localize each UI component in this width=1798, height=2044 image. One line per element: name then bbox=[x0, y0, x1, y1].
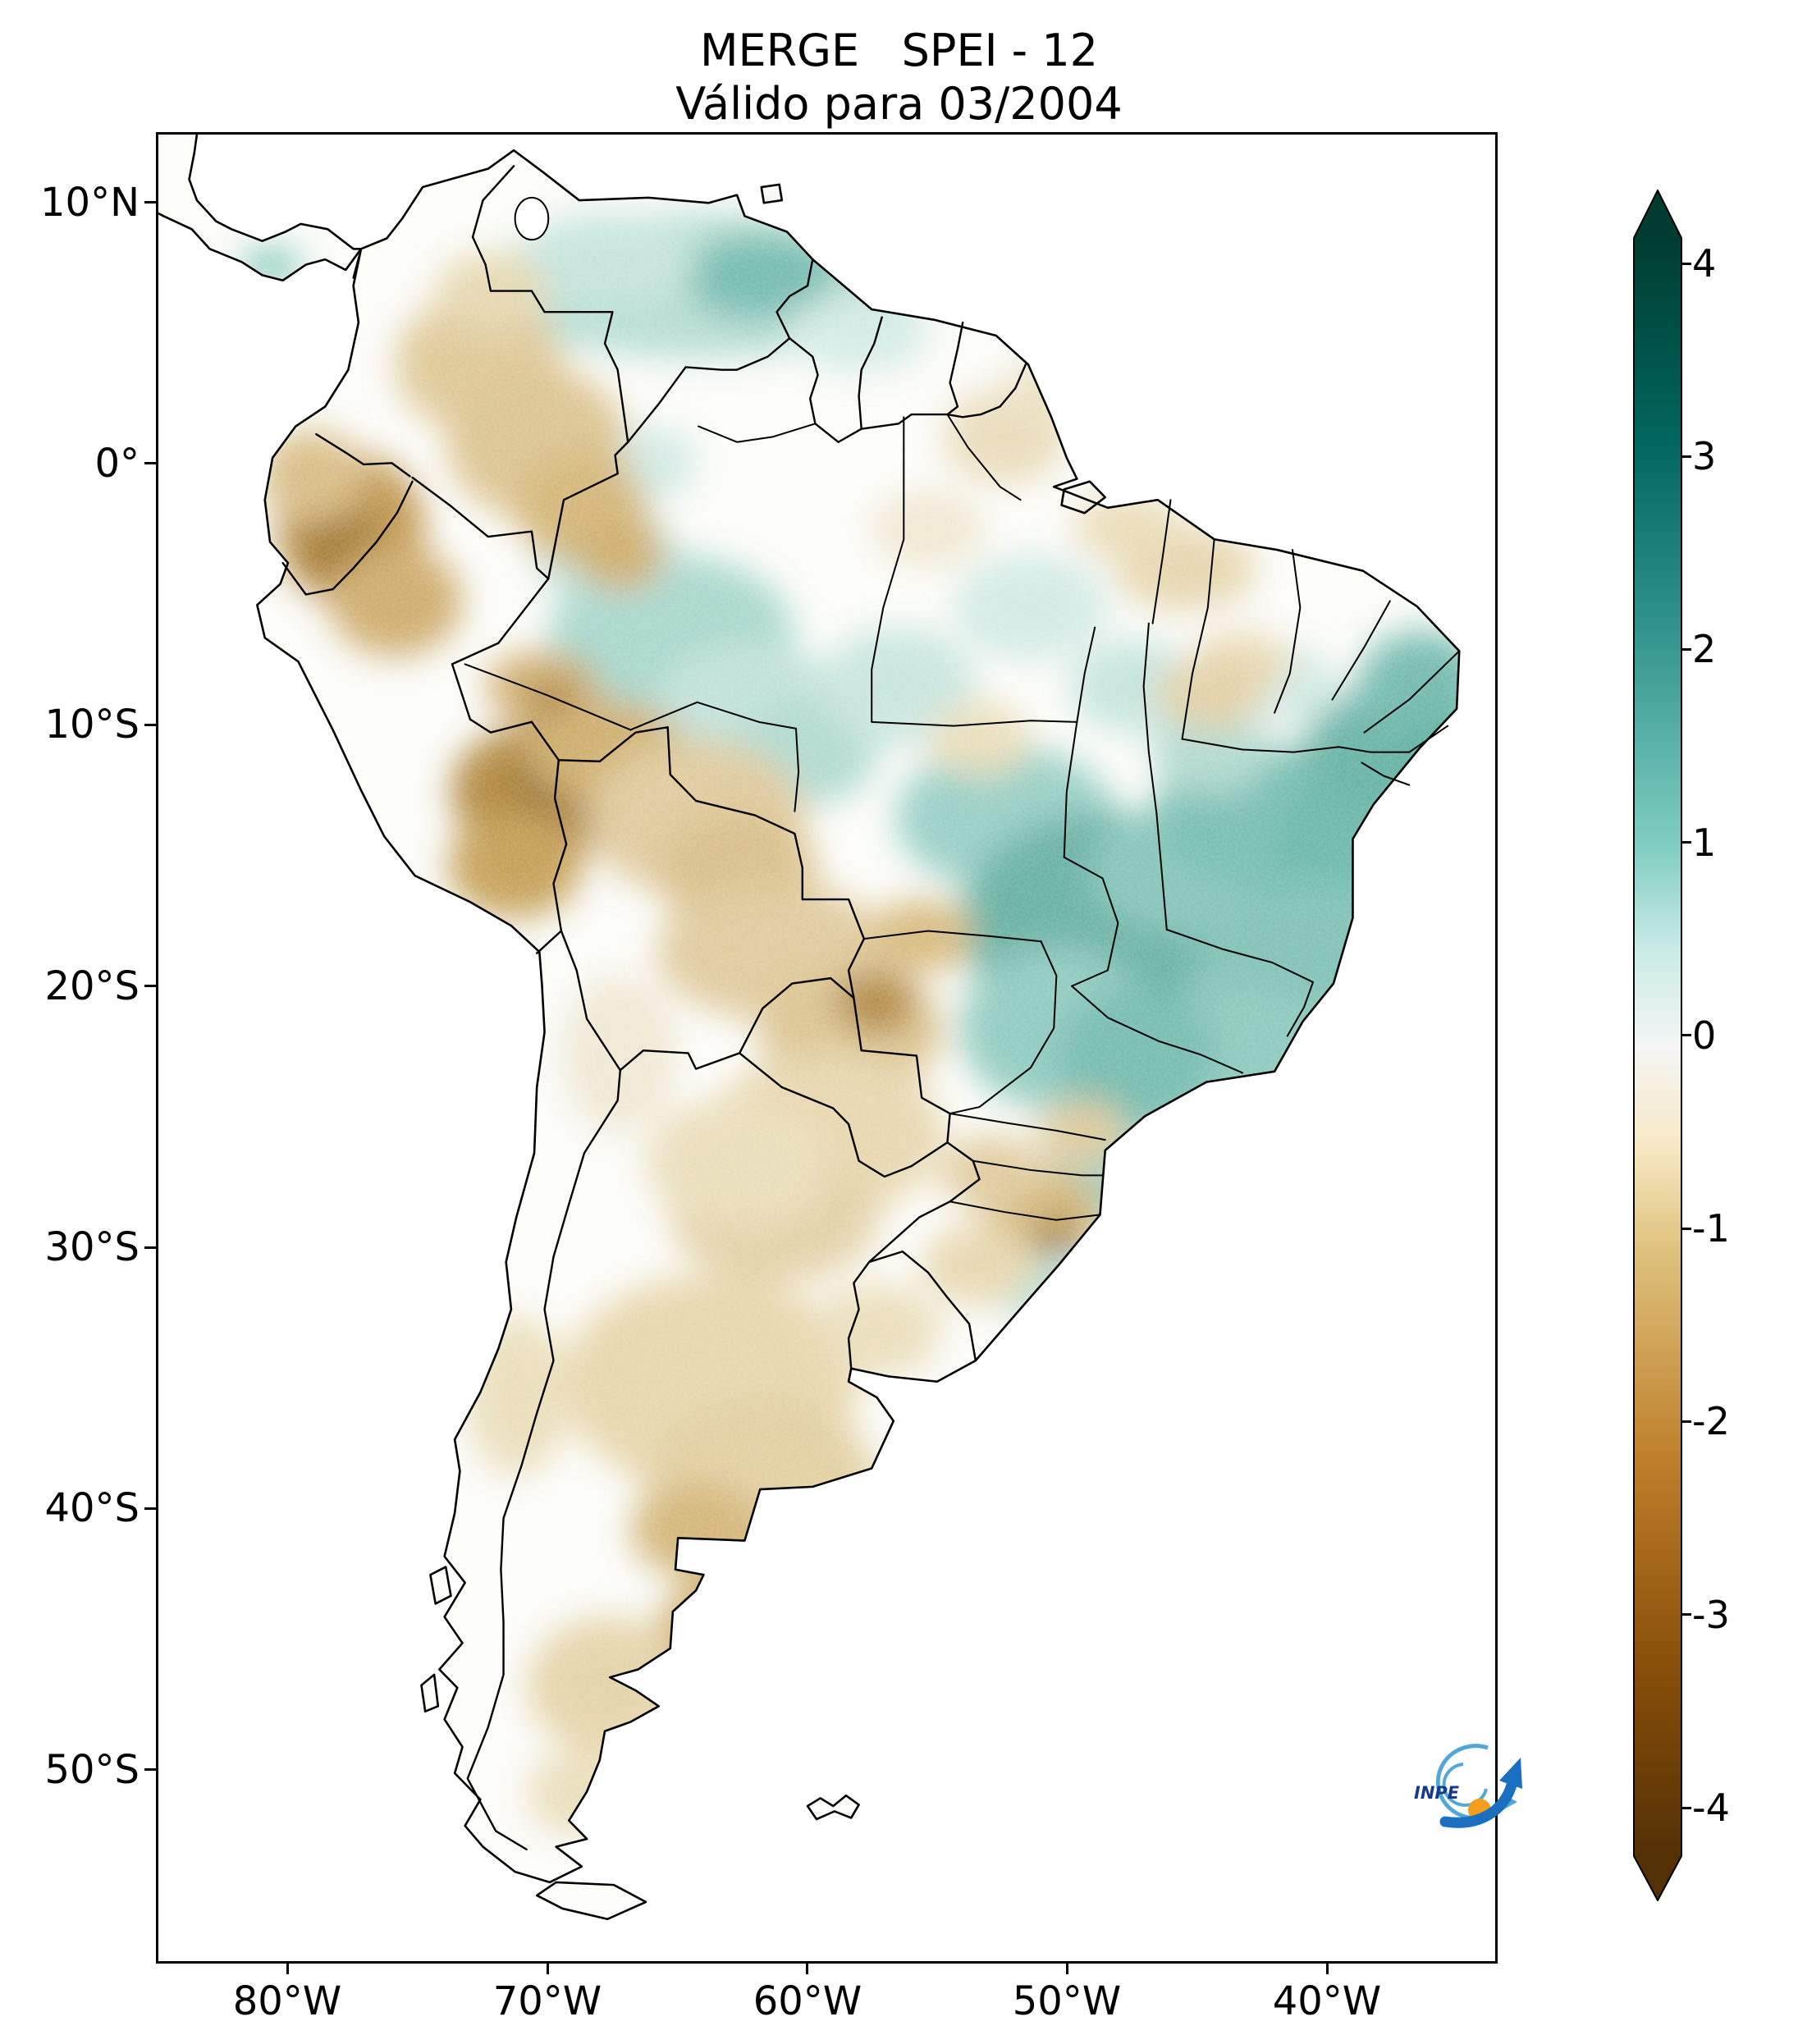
x-tick-label: 60°W bbox=[753, 1978, 862, 2024]
y-tick-mark bbox=[144, 1507, 157, 1510]
y-tick-mark bbox=[144, 985, 157, 987]
y-tick-mark bbox=[144, 201, 157, 203]
spei-raster-field bbox=[158, 135, 1460, 1919]
x-tick-mark bbox=[547, 1962, 549, 1974]
y-tick-label: 50°S bbox=[44, 1747, 140, 1793]
x-tick-label: 40°W bbox=[1272, 1978, 1382, 2024]
colorbar-gradient bbox=[1633, 190, 1682, 1901]
lake-maracaibo bbox=[515, 198, 549, 240]
x-tick-label: 80°W bbox=[232, 1978, 342, 2024]
colorbar-tick-mark bbox=[1681, 1613, 1691, 1616]
colorbar-tick-label: 2 bbox=[1692, 627, 1717, 671]
coastlines bbox=[158, 135, 1459, 1919]
logo-arrow-body bbox=[1439, 1776, 1518, 1828]
y-tick-label: 30°S bbox=[44, 1224, 140, 1270]
colorbar-tick-mark bbox=[1681, 263, 1691, 265]
colorbar-tick-label: 1 bbox=[1692, 821, 1717, 865]
x-tick-mark bbox=[286, 1962, 289, 1974]
colorbar-tick-label: 0 bbox=[1692, 1013, 1717, 1058]
south-america-spei-map bbox=[158, 135, 1495, 1961]
x-tick-label: 50°W bbox=[1012, 1978, 1122, 2024]
y-tick-mark bbox=[144, 462, 157, 464]
x-tick-label: 70°W bbox=[492, 1978, 602, 2024]
colorbar-tick-label: -4 bbox=[1692, 1786, 1730, 1830]
figure-subtitle: Válido para 03/2004 bbox=[675, 78, 1123, 130]
x-tick-mark bbox=[1326, 1962, 1329, 1974]
country-borders bbox=[283, 166, 1026, 1849]
colorbar-tick-mark bbox=[1681, 648, 1691, 651]
y-tick-label: 10°N bbox=[40, 180, 140, 226]
y-tick-label: 40°S bbox=[44, 1485, 140, 1531]
colorbar-tick-mark bbox=[1681, 1034, 1691, 1036]
y-tick-label: 10°S bbox=[44, 702, 140, 748]
raster-grain-texture bbox=[158, 135, 1460, 1919]
colorbar-tick-mark bbox=[1681, 841, 1691, 844]
colorbar-tick-label: -1 bbox=[1692, 1206, 1730, 1251]
logo-text: INPE bbox=[1414, 1783, 1460, 1803]
y-tick-label: 0° bbox=[94, 441, 140, 487]
y-tick-mark bbox=[144, 1768, 157, 1771]
x-tick-mark bbox=[1066, 1962, 1068, 1974]
figure-title: MERGE SPEI - 12 bbox=[699, 25, 1099, 76]
colorbar-tick-label: 3 bbox=[1692, 434, 1717, 478]
map-plot-area bbox=[156, 132, 1498, 1964]
y-tick-mark bbox=[144, 1246, 157, 1249]
colorbar-tick-label: 4 bbox=[1692, 241, 1717, 286]
inpe-logo: INPE bbox=[1414, 1744, 1522, 1828]
colorbar-tick-mark bbox=[1681, 1807, 1691, 1809]
x-tick-mark bbox=[806, 1962, 808, 1974]
colorbar-tick-label: -2 bbox=[1692, 1399, 1730, 1443]
colorbar-tick-label: -3 bbox=[1692, 1593, 1730, 1637]
colorbar-tick-mark bbox=[1681, 1228, 1691, 1230]
colorbar-tick-mark bbox=[1681, 1420, 1691, 1423]
y-tick-mark bbox=[144, 724, 157, 726]
colorbar-tick-mark bbox=[1681, 455, 1691, 458]
state-borders bbox=[465, 414, 1460, 1220]
colorbar bbox=[1633, 190, 1682, 1901]
y-tick-label: 20°S bbox=[44, 963, 140, 1009]
logo-arrow-head bbox=[1499, 1758, 1522, 1789]
